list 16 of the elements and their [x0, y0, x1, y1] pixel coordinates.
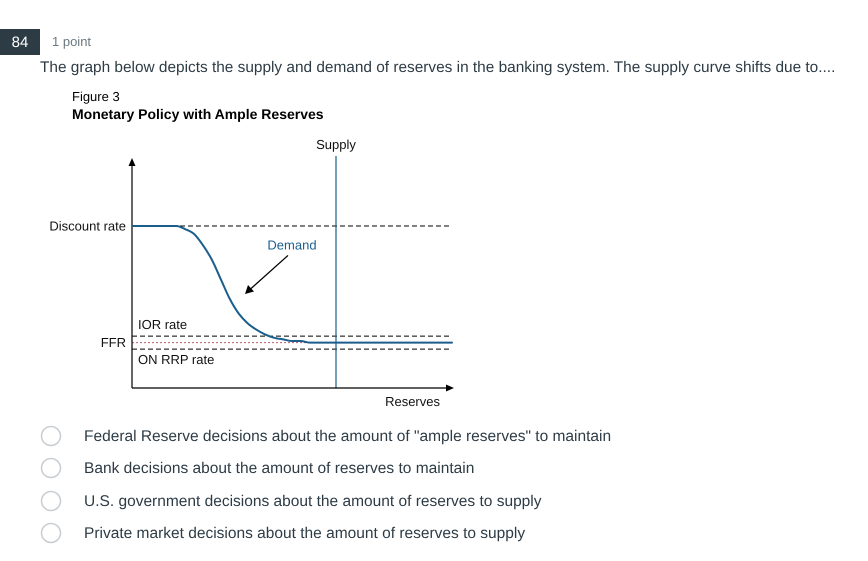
- ref-line-label: FFR: [100, 335, 126, 350]
- ref-line-label: IOR rate: [138, 317, 188, 332]
- caption: Figure 3: [72, 89, 120, 104]
- text: Supply: [316, 137, 356, 152]
- text: 1 point: [52, 34, 92, 49]
- text: U.S. government decisions about the amount of reserves to supply: [84, 493, 542, 510]
- chart-title: Monetary Policy with Ample Reserves: [72, 106, 324, 122]
- text: Private market decisions about the amount of reserves to supply: [84, 525, 526, 542]
- ref-line-label: ON RRP rate: [138, 352, 214, 368]
- text: Federal Reserve decisions about the amount of "ample reserves" to maintain: [84, 428, 612, 445]
- text: Demand: [267, 237, 317, 252]
- ref-line-label: Discount rate: [49, 218, 126, 234]
- text: Bank decisions about the amount of reserves to maintain: [84, 460, 474, 477]
- text: The graph below depicts the supply and demand of reserves in the banking system. The supply curve shifts due to....: [40, 59, 836, 76]
- text: 84: [12, 34, 28, 51]
- x-axis-title: Reserves: [385, 394, 440, 409]
